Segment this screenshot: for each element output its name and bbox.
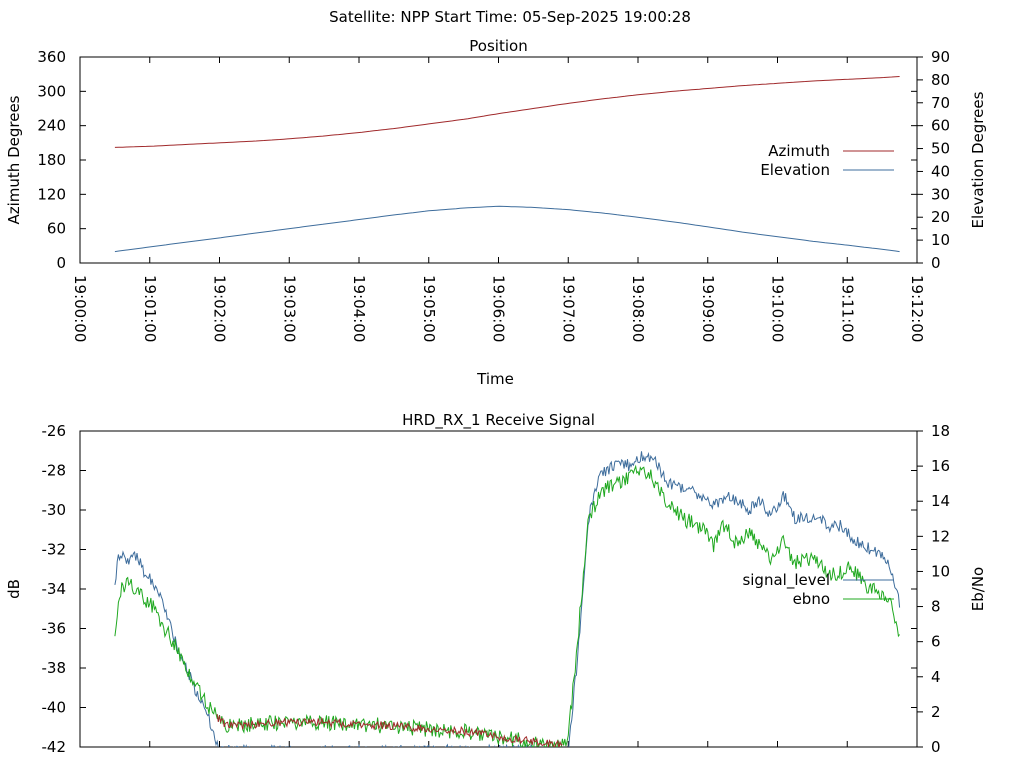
y-tick-label: 60 (47, 220, 66, 238)
y-tick-label: -30 (42, 501, 67, 519)
x-tick-label: 19:05:00 (420, 275, 438, 342)
y-tick-label: 180 (37, 151, 66, 169)
series-line-ebno (114, 464, 900, 747)
y-tick-label: -28 (42, 462, 67, 480)
x-tick-label: 19:03:00 (280, 275, 298, 342)
legend-label: Elevation (760, 161, 830, 179)
y2-axis-label: Eb/No (969, 567, 987, 611)
plot-frame (79, 56, 918, 264)
series-line-azimuth (114, 76, 900, 148)
y2-tick-label: 8 (931, 598, 941, 616)
receive-signal-chart: HRD_RX_1 Receive Signal -26 -28 -30 -32 -34 -3… (5, 411, 987, 756)
y2-tick-label: 90 (931, 48, 950, 66)
y-tick-label: 240 (37, 117, 66, 135)
y-tick-label: 300 (37, 82, 66, 100)
y-axis-label: dB (5, 579, 23, 599)
y2-tick-label: 20 (931, 208, 950, 226)
x-tick-label: 19:01:00 (141, 275, 159, 342)
ebno-low-segment (216, 714, 563, 747)
y2-tick-label: 10 (931, 562, 950, 580)
x-tick-label: 19:07:00 (559, 275, 577, 342)
legend-label: signal_level (742, 571, 830, 590)
y-tick-label: 0 (56, 254, 66, 272)
y2-tick-label: 12 (931, 527, 950, 545)
x-axis-label: Time (476, 370, 514, 388)
y2-tick-label: 0 (931, 738, 941, 756)
y-tick-label: -36 (42, 620, 67, 638)
y2-tick-label: 80 (931, 71, 950, 89)
y-tick-label: 360 (37, 48, 66, 66)
y2-axis-label: Elevation Degrees (969, 91, 987, 228)
y2-tick-label: 70 (931, 94, 950, 112)
y-tick-label: -40 (42, 699, 67, 717)
x-tick-label: 19:00:00 (71, 275, 89, 342)
y2-tick-label: 18 (931, 422, 950, 440)
y2-tick-label: 10 (931, 231, 950, 249)
y-axis-label: Azimuth Degrees (5, 95, 23, 224)
plot-frame (79, 430, 918, 748)
y2-tick-label: 6 (931, 633, 941, 651)
legend-label: Azimuth (768, 142, 830, 160)
y2-tick-label: 0 (931, 254, 941, 272)
y-tick-label: 120 (37, 185, 66, 203)
series-line-elevation (114, 205, 900, 253)
position-chart: Position 0 60 120 180 240 300 360 0 10 20 30 40 50 60 7… (5, 37, 987, 388)
y-tick-label: -26 (42, 422, 67, 440)
y2-tick-label: 30 (931, 185, 950, 203)
y-tick-label: -38 (42, 659, 67, 677)
x-tick-label: 19:10:00 (769, 275, 787, 342)
legend-label: ebno (793, 590, 830, 608)
y2-tick-label: 4 (931, 668, 941, 686)
y-tick-label: -34 (42, 580, 67, 598)
x-tick-label: 19:08:00 (629, 275, 647, 342)
x-tick-label: 19:02:00 (211, 275, 229, 342)
x-tick-label: 19:12:00 (908, 275, 926, 342)
chart-title: HRD_RX_1 Receive Signal (402, 411, 595, 430)
x-tick-label: 19:09:00 (699, 275, 717, 342)
series-line-signal-level (114, 451, 901, 747)
y2-tick-label: 60 (931, 117, 950, 135)
y2-tick-label: 40 (931, 162, 950, 180)
x-tick-label: 19:11:00 (838, 275, 856, 342)
chart-title: Position (469, 37, 527, 55)
x-tick-label: 19:06:00 (490, 275, 508, 342)
x-tick-label: 19:04:00 (350, 275, 368, 342)
y2-tick-label: 16 (931, 457, 950, 475)
y-tick-label: -42 (42, 738, 67, 756)
y2-tick-label: 2 (931, 703, 941, 721)
y-tick-label: -32 (42, 541, 67, 559)
y2-tick-label: 14 (931, 492, 950, 510)
y2-tick-label: 50 (931, 140, 950, 158)
figure-title: Satellite: NPP Start Time: 05-Sep-2025 1… (329, 8, 691, 26)
